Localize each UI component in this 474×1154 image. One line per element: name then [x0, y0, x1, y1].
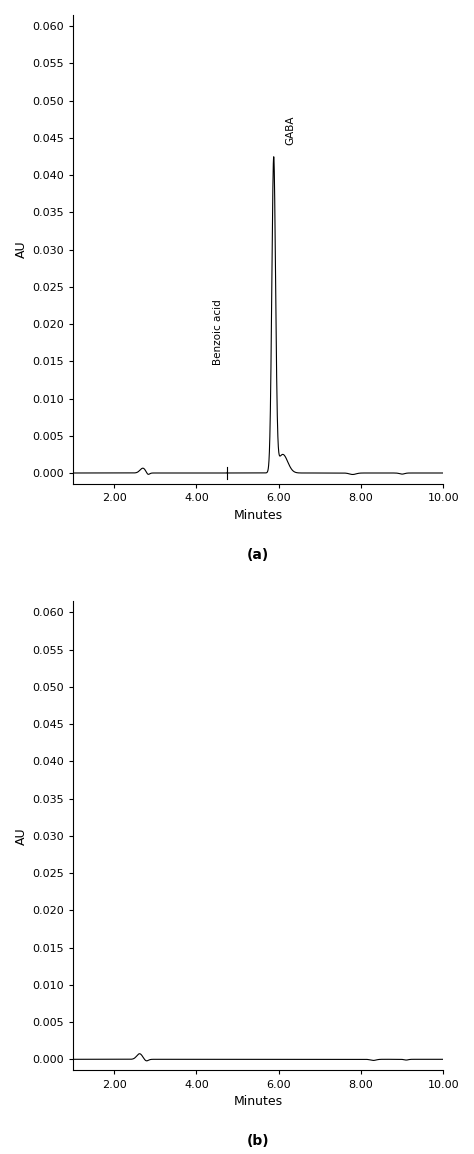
- Text: Benzoic acid: Benzoic acid: [213, 299, 223, 365]
- Text: (b): (b): [247, 1134, 269, 1148]
- X-axis label: Minutes: Minutes: [234, 509, 283, 522]
- X-axis label: Minutes: Minutes: [234, 1095, 283, 1108]
- Y-axis label: AU: AU: [15, 827, 28, 845]
- Text: (a): (a): [247, 547, 269, 562]
- Y-axis label: AU: AU: [15, 241, 28, 258]
- Text: GABA: GABA: [285, 115, 295, 145]
